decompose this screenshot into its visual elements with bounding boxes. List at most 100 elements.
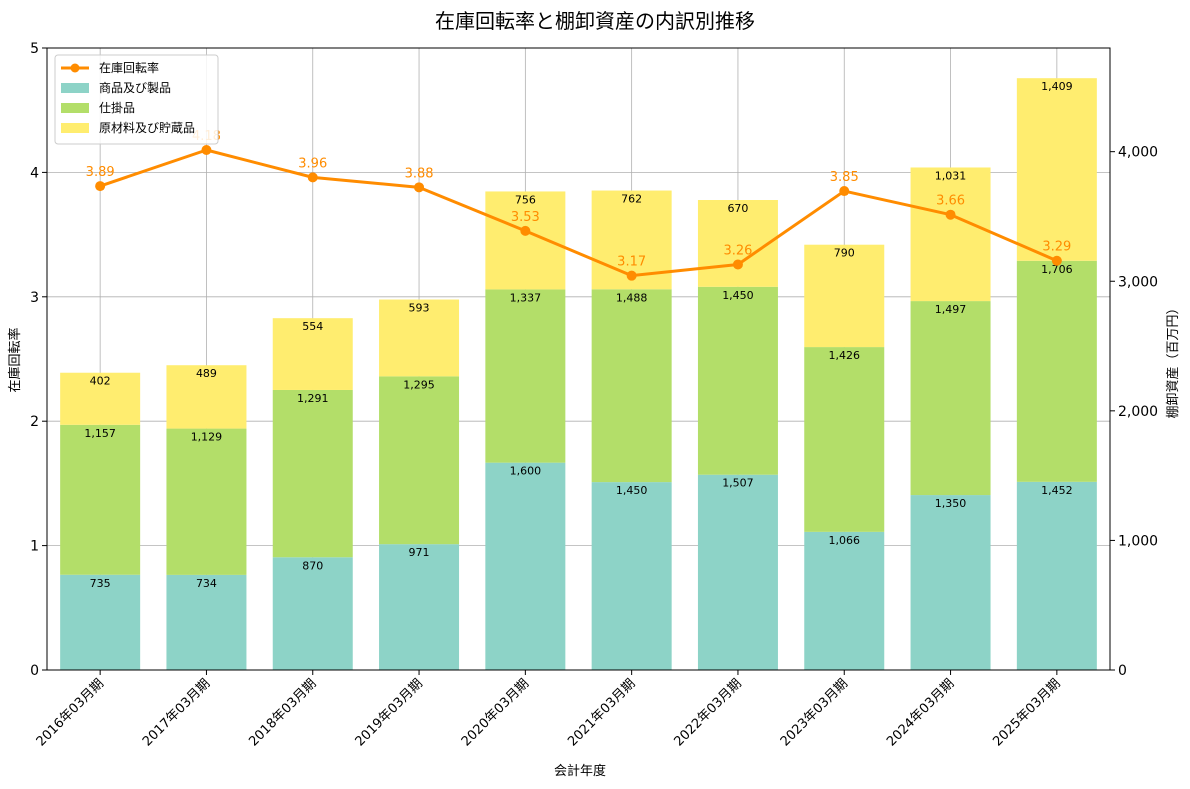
axes xyxy=(46,47,1111,671)
bar-segment xyxy=(485,289,566,463)
legend-label: 原材料及び貯蔵品 xyxy=(99,121,195,135)
ytick-left-label: 4 xyxy=(30,165,39,181)
ytick-left-label: 1 xyxy=(30,539,39,555)
bar-value-label: 762 xyxy=(621,193,642,206)
rate-value-label: 3.88 xyxy=(405,166,434,181)
bar-segment xyxy=(1016,260,1097,482)
rate-point xyxy=(307,172,318,183)
xtick-label: 2019年03月期 xyxy=(353,676,426,749)
bar-value-label: 1,350 xyxy=(935,497,967,510)
rate-value-label: 3.17 xyxy=(617,255,646,270)
rate-point xyxy=(839,186,850,197)
rate-value-label: 3.85 xyxy=(830,170,859,185)
bar-segment xyxy=(485,191,566,290)
rate-value-label: 3.26 xyxy=(723,243,752,258)
xtick-label: 2018年03月期 xyxy=(246,676,319,749)
xtick-label: 2020年03月期 xyxy=(459,676,532,749)
rate-point xyxy=(945,209,956,220)
y-axis-label-left: 在庫回転率 xyxy=(7,327,23,392)
bar-value-label: 1,706 xyxy=(1041,263,1073,276)
bar-value-label: 870 xyxy=(302,559,323,572)
bar-value-label: 593 xyxy=(409,302,430,315)
bar-value-label: 735 xyxy=(90,577,111,590)
bar-value-label: 1,450 xyxy=(722,289,754,302)
bar-segment xyxy=(697,286,778,475)
xtick-label: 2017年03月期 xyxy=(140,676,213,749)
bar-value-label: 1,497 xyxy=(935,303,967,316)
legend-swatch xyxy=(61,123,89,133)
bar-segment xyxy=(1016,78,1097,261)
bar-segment xyxy=(804,531,885,670)
ytick-left-label: 5 xyxy=(30,41,39,57)
bar-segment xyxy=(697,200,778,287)
legend-box xyxy=(54,54,219,145)
ytick-right-label: 1,000 xyxy=(1118,533,1158,549)
xtick-label: 2022年03月期 xyxy=(671,676,744,749)
bar-segment xyxy=(1016,481,1097,670)
bar-segment xyxy=(485,462,566,670)
bar-segment xyxy=(804,244,885,348)
bar-value-label: 1,488 xyxy=(616,291,648,304)
rate-point xyxy=(626,270,637,281)
bar-segment xyxy=(272,557,353,670)
bar-segment xyxy=(60,424,141,575)
bar-segment xyxy=(910,301,991,496)
bar-value-label: 1,031 xyxy=(935,169,967,182)
rate-point xyxy=(732,259,743,270)
bar-segment xyxy=(591,482,672,670)
bar-value-label: 756 xyxy=(515,193,536,206)
bar-segment xyxy=(166,574,247,670)
bar-value-label: 1,337 xyxy=(510,291,542,304)
bar-value-label: 1,291 xyxy=(297,392,329,405)
ytick-right-label: 3,000 xyxy=(1118,274,1158,290)
legend-swatch xyxy=(61,83,89,93)
rate-point xyxy=(201,145,212,156)
ytick-right-label: 0 xyxy=(1118,663,1127,679)
ytick-right-label: 2,000 xyxy=(1118,404,1158,420)
ytick-left-label: 2 xyxy=(30,414,39,430)
bar-value-label: 554 xyxy=(302,320,323,333)
ytick-right-label: 4,000 xyxy=(1118,145,1158,161)
rate-value-label: 3.96 xyxy=(298,156,327,171)
plot-frame xyxy=(46,47,1111,671)
legend-label-rate: 在庫回転率 xyxy=(99,60,159,75)
bar-value-label: 1,066 xyxy=(829,534,861,547)
bar-segment xyxy=(804,347,885,532)
ytick-left-label: 3 xyxy=(30,290,39,306)
bar-value-label: 1,129 xyxy=(191,431,223,444)
legend-swatch xyxy=(61,103,89,113)
legend-label: 仕掛品 xyxy=(99,100,135,115)
rate-point xyxy=(414,182,425,193)
bars xyxy=(60,78,1097,670)
chart-title: 在庫回転率と棚卸資産の内訳別推移 xyxy=(435,9,755,33)
xtick-label: 2024年03月期 xyxy=(884,676,957,749)
bar-value-label: 670 xyxy=(727,202,748,215)
bar-segment xyxy=(60,372,141,425)
xtick-label: 2016年03月期 xyxy=(34,676,107,749)
rate-point xyxy=(1051,255,1062,266)
bar-segment xyxy=(697,474,778,670)
rate-value-label: 3.29 xyxy=(1042,240,1071,255)
x-axis-label: 会計年度 xyxy=(554,763,606,779)
bar-segment xyxy=(910,167,991,302)
bar-segment xyxy=(166,365,247,429)
bar-value-label: 1,409 xyxy=(1041,80,1073,93)
bar-value-label: 971 xyxy=(409,546,430,559)
rate-point xyxy=(95,181,106,192)
bar-value-label: 1,507 xyxy=(722,477,754,490)
ytick-left-label: 0 xyxy=(30,663,39,679)
bar-segment xyxy=(591,289,672,483)
bar-segment xyxy=(60,574,141,670)
bar-segment xyxy=(272,389,353,558)
y-axis-label-right: 棚卸資産（百万円） xyxy=(1165,301,1181,418)
rate-line-path xyxy=(99,148,1058,278)
rate-point xyxy=(520,225,531,236)
bar-value-label: 1,450 xyxy=(616,484,648,497)
bar-value-label: 1,295 xyxy=(403,378,435,391)
rate-value-label: 3.53 xyxy=(511,210,540,225)
bar-segment xyxy=(166,428,247,575)
bar-value-label: 1,452 xyxy=(1041,484,1073,497)
bar-value-label: 1,157 xyxy=(84,427,116,440)
